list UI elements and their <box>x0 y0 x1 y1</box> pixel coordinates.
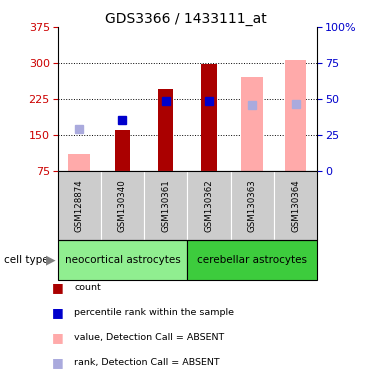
Text: neocortical astrocytes: neocortical astrocytes <box>65 255 180 265</box>
Text: cerebellar astrocytes: cerebellar astrocytes <box>197 255 307 265</box>
Text: ■: ■ <box>52 356 63 369</box>
Text: GSM130340: GSM130340 <box>118 179 127 232</box>
Text: value, Detection Call = ABSENT: value, Detection Call = ABSENT <box>74 333 224 343</box>
Text: GSM130363: GSM130363 <box>248 179 257 232</box>
Text: ▶: ▶ <box>46 254 56 266</box>
Bar <box>242 77 263 171</box>
Text: cell type: cell type <box>4 255 48 265</box>
Text: GSM130361: GSM130361 <box>161 179 170 232</box>
Bar <box>115 130 130 171</box>
Text: GDS3366 / 1433111_at: GDS3366 / 1433111_at <box>105 12 266 25</box>
Bar <box>68 154 90 171</box>
Bar <box>285 60 306 171</box>
Text: ■: ■ <box>52 306 63 319</box>
Text: GSM130364: GSM130364 <box>291 179 300 232</box>
Bar <box>158 89 173 171</box>
Text: ■: ■ <box>52 331 63 344</box>
Text: rank, Detection Call = ABSENT: rank, Detection Call = ABSENT <box>74 358 220 367</box>
Text: GSM128874: GSM128874 <box>75 179 83 232</box>
Text: percentile rank within the sample: percentile rank within the sample <box>74 308 234 318</box>
Text: ■: ■ <box>52 281 63 295</box>
Text: count: count <box>74 283 101 293</box>
Bar <box>201 64 217 171</box>
Text: GSM130362: GSM130362 <box>204 179 213 232</box>
